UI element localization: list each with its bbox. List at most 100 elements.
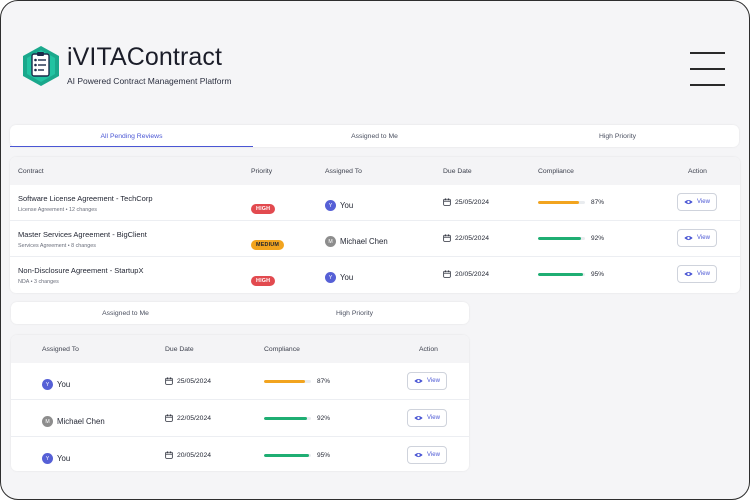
- eye-icon: [414, 452, 423, 458]
- assignee-name: Michael Chen: [57, 417, 105, 427]
- view-button-label: View: [697, 199, 710, 205]
- header-assigned-to: Assigned To: [325, 168, 362, 175]
- contract-meta: License Agreement • 12 changes: [18, 207, 97, 213]
- header-action: Action: [688, 168, 707, 175]
- avatar: Y: [325, 200, 336, 212]
- contract-name: Software License Agreement - TechCorp: [18, 194, 153, 203]
- avatar: Y: [42, 453, 53, 465]
- review-tabs: All Pending Reviews Assigned to Me High …: [10, 125, 739, 147]
- compliance-value: 92%: [591, 235, 605, 242]
- priority-badge: HIGH: [251, 276, 276, 286]
- assignee-name: Michael Chen: [340, 237, 388, 247]
- calendar-icon: [165, 451, 173, 459]
- view-button-label: View: [697, 271, 710, 277]
- table-header: Assigned To Due Date Compliance Action: [11, 335, 469, 363]
- eye-icon: [684, 271, 693, 277]
- pending-reviews-table: Contract Priority Assigned To Due Date C…: [10, 157, 740, 293]
- tab-assigned-to-me[interactable]: Assigned to Me: [102, 309, 149, 317]
- priority-badge: HIGH: [251, 204, 276, 214]
- header-priority: Priority: [251, 168, 273, 175]
- avatar: Y: [42, 379, 53, 391]
- table-row[interactable]: M Michael Chen 22/05/2024 92% View: [11, 400, 469, 437]
- due-date: 20/05/2024: [455, 270, 490, 278]
- compliance-value: 95%: [317, 452, 331, 459]
- header-due-date: Due Date: [443, 168, 472, 175]
- priority-badge: MEDIUM: [251, 240, 285, 250]
- table-row[interactable]: Y You 25/05/2024 87% View: [11, 363, 469, 400]
- compliance-bar: [538, 237, 585, 240]
- calendar-icon: [443, 270, 451, 278]
- view-button-label: View: [697, 235, 710, 241]
- tab-high-priority[interactable]: High Priority: [335, 309, 373, 317]
- avatar: Y: [325, 272, 336, 284]
- table-header: Contract Priority Assigned To Due Date C…: [10, 157, 740, 185]
- app-subtitle: AI Powered Contract Management Platform: [67, 76, 232, 86]
- compliance-bar-fill: [264, 417, 308, 420]
- assignee-name: You: [340, 273, 354, 283]
- secondary-tabs: Assigned to Me High Priority: [11, 302, 469, 324]
- compliance-bar: [538, 201, 585, 204]
- compliance-value: 95%: [591, 271, 605, 278]
- calendar-icon: [443, 198, 451, 206]
- avatar: M: [325, 236, 336, 248]
- header-assigned-to: Assigned To: [42, 346, 79, 353]
- app-title: iVITAContract: [67, 43, 223, 71]
- view-button[interactable]: View: [407, 409, 447, 427]
- assignee-name: You: [57, 454, 71, 464]
- table-row[interactable]: Y You 20/05/2024 95% View: [11, 437, 469, 471]
- compliance-bar-fill: [538, 237, 582, 240]
- menu-button[interactable]: [690, 51, 725, 87]
- due-date: 22/05/2024: [455, 234, 490, 242]
- compliance-bar: [264, 454, 311, 457]
- table-row[interactable]: Software License Agreement - TechCorp Li…: [10, 185, 740, 221]
- view-button-label: View: [427, 378, 440, 384]
- due-date: 20/05/2024: [177, 451, 212, 459]
- contract-meta: Services Agreement • 8 changes: [18, 243, 96, 249]
- calendar-icon: [165, 377, 173, 385]
- compliance-bar: [264, 380, 311, 383]
- due-date: 22/05/2024: [177, 414, 212, 422]
- hamburger-line: [690, 68, 725, 70]
- view-button-label: View: [427, 452, 440, 458]
- contract-name: Master Services Agreement - BigClient: [18, 230, 147, 239]
- due-date: 25/05/2024: [455, 198, 490, 206]
- contract-name: Non-Disclosure Agreement - StartupX: [18, 266, 144, 275]
- view-button[interactable]: View: [677, 229, 717, 247]
- tab-assigned-to-me[interactable]: Assigned to Me: [351, 132, 398, 140]
- calendar-icon: [443, 234, 451, 242]
- eye-icon: [684, 199, 693, 205]
- header-due-date: Due Date: [165, 346, 194, 353]
- contract-meta: NDA • 3 changes: [18, 279, 59, 285]
- table-row[interactable]: Master Services Agreement - BigClient Se…: [10, 221, 740, 257]
- eye-icon: [684, 235, 693, 241]
- eye-icon: [414, 378, 423, 384]
- compliance-bar: [538, 273, 585, 276]
- due-date: 25/05/2024: [177, 377, 212, 385]
- contract-document-icon: [23, 46, 59, 86]
- eye-icon: [414, 415, 423, 421]
- compliance-value: 87%: [591, 199, 605, 206]
- hamburger-line: [690, 84, 725, 86]
- view-button-label: View: [427, 415, 440, 421]
- avatar: M: [42, 416, 53, 428]
- table-row[interactable]: Non-Disclosure Agreement - StartupX NDA …: [10, 257, 740, 293]
- compliance-bar-fill: [538, 201, 579, 204]
- compliance-bar-fill: [264, 454, 309, 457]
- compliance-bar-fill: [538, 273, 583, 276]
- view-button[interactable]: View: [677, 265, 717, 283]
- header-compliance: Compliance: [264, 346, 300, 353]
- view-button[interactable]: View: [677, 193, 717, 211]
- calendar-icon: [165, 414, 173, 422]
- tab-all-pending-reviews[interactable]: All Pending Reviews: [10, 125, 253, 147]
- tab-high-priority[interactable]: High Priority: [598, 132, 636, 140]
- compliance-value: 87%: [317, 378, 331, 385]
- header-compliance: Compliance: [538, 168, 574, 175]
- view-button[interactable]: View: [407, 372, 447, 390]
- hamburger-line: [690, 52, 725, 54]
- view-button[interactable]: View: [407, 446, 447, 464]
- header-contract: Contract: [18, 168, 44, 175]
- assignee-name: You: [340, 201, 354, 211]
- header-action: Action: [419, 346, 438, 353]
- compliance-bar-fill: [264, 380, 305, 383]
